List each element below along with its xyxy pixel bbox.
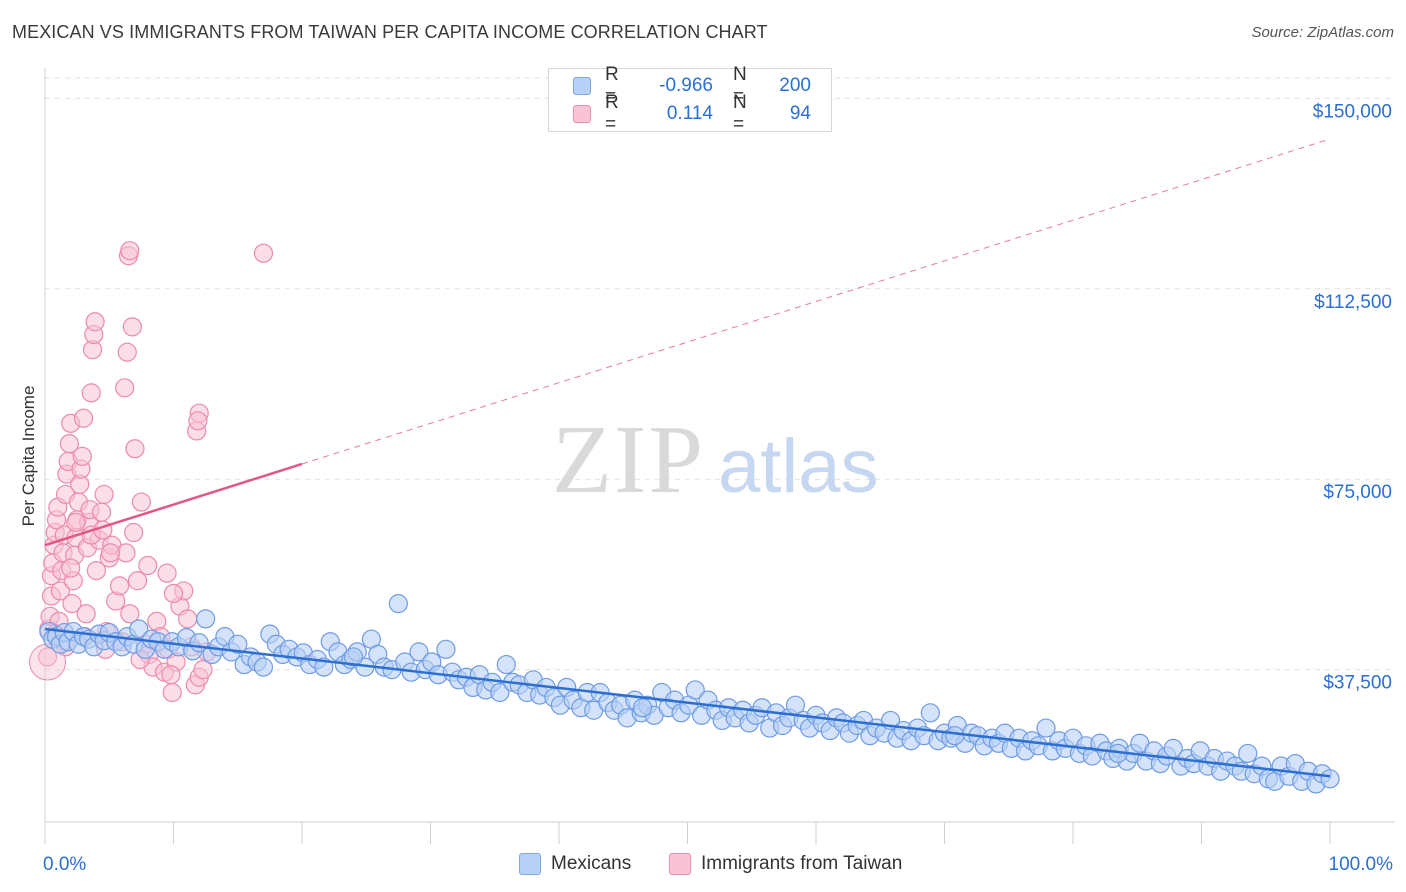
- data-point-mexicans: [436, 639, 456, 659]
- data-point-taiwan: [127, 571, 148, 591]
- data-point-mexicans: [920, 703, 940, 723]
- legend-r-value: -0.966: [659, 75, 713, 96]
- data-point-taiwan: [117, 342, 137, 362]
- trend-lines: [301, 138, 1331, 465]
- data-point-taiwan: [125, 439, 145, 459]
- data-point-taiwan: [253, 243, 274, 263]
- legend-n-value: 200: [779, 75, 811, 96]
- y-tick-label: $75,000: [1323, 482, 1392, 503]
- data-point-mexicans: [196, 609, 216, 629]
- bottom-legend-swatch-blue: [519, 853, 541, 875]
- data-point-mexicans: [1320, 769, 1340, 789]
- data-point-taiwan: [37, 647, 58, 667]
- data-point-taiwan: [91, 502, 112, 522]
- source-label: Source: ZipAtlas.com: [1251, 24, 1394, 41]
- legend-swatch-pink: [573, 105, 591, 123]
- data-point-taiwan: [100, 543, 121, 563]
- y-tick-label: $37,500: [1323, 673, 1392, 694]
- data-point-mexicans: [343, 647, 363, 667]
- legend-n-value: 94: [789, 103, 811, 124]
- data-point-mexicans: [253, 657, 274, 677]
- data-point-taiwan: [66, 512, 86, 532]
- data-point-taiwan: [94, 484, 114, 505]
- series-mexicans-points: [39, 594, 1340, 794]
- data-point-taiwan: [76, 604, 96, 624]
- legend-row-taiwan: R = 0.114 N = 94: [573, 92, 811, 135]
- watermark: ZIP atlas: [552, 406, 879, 514]
- data-point-taiwan: [163, 583, 184, 604]
- data-point-mexicans: [490, 682, 510, 703]
- data-point-taiwan: [138, 555, 158, 576]
- legend-n-label: N =: [733, 92, 747, 135]
- gridlines: [45, 77, 1395, 671]
- data-point-taiwan: [85, 312, 105, 332]
- data-point-taiwan: [120, 604, 140, 624]
- data-point-taiwan: [131, 492, 151, 512]
- watermark-zip: ZIP: [552, 406, 705, 514]
- trend-lines-overlay: [44, 462, 1331, 778]
- bottom-legend-taiwan[interactable]: Immigrants from Taiwan: [669, 852, 902, 876]
- trend-line-mexicans: [44, 627, 1331, 778]
- data-point-taiwan: [86, 561, 107, 581]
- legend-r-label: R =: [605, 64, 619, 107]
- x-tick-labels: 0.0% 100.0%: [43, 854, 1393, 875]
- data-point-taiwan: [161, 665, 181, 685]
- y-tick-label: $150,000: [1313, 101, 1392, 122]
- y-axis-label: Per Capita Income: [19, 386, 38, 527]
- data-point-taiwan: [122, 317, 142, 337]
- bottom-legend-label-mexicans: Mexicans: [551, 853, 632, 874]
- data-point-taiwan: [178, 609, 198, 629]
- data-point-mexicans: [1238, 743, 1258, 764]
- legend-r-label: R =: [605, 92, 619, 135]
- legend-r-value: 0.114: [666, 103, 713, 124]
- legend-row-mexicans: R = -0.966 N = 200: [573, 64, 811, 107]
- y-tick-label: $112,500: [1314, 292, 1392, 313]
- data-point-mexicans: [496, 654, 516, 675]
- trend-line-taiwan-extension: [301, 138, 1331, 465]
- data-point-taiwan: [50, 581, 71, 601]
- bottom-legend-mexicans[interactable]: Mexicans: [519, 852, 631, 876]
- bottom-legend-swatch-pink: [669, 853, 691, 875]
- data-point-mexicans: [1036, 718, 1056, 738]
- data-point-taiwan: [81, 383, 101, 403]
- data-point-taiwan: [72, 446, 92, 466]
- data-point-mexicans: [945, 726, 965, 746]
- data-point-taiwan: [120, 241, 140, 261]
- data-point-taiwan: [188, 411, 208, 431]
- data-point-taiwan: [59, 434, 80, 454]
- y-tick-labels: $37,500 $75,000 $112,500 $150,000: [1313, 101, 1392, 693]
- data-point-taiwan: [157, 563, 177, 583]
- data-point-taiwan: [62, 594, 82, 614]
- watermark-atlas: atlas: [718, 424, 879, 509]
- data-point-taiwan: [124, 522, 144, 543]
- data-point-mexicans: [685, 680, 705, 700]
- correlation-legend: R = -0.966 N = 200 R = 0.114 N = 94: [548, 64, 832, 135]
- data-point-mexicans: [129, 619, 149, 639]
- bottom-legend-label-taiwan: Immigrants from Taiwan: [701, 853, 903, 874]
- data-point-mexicans: [409, 642, 429, 662]
- data-point-taiwan: [61, 558, 81, 578]
- data-point-mexicans: [228, 634, 248, 654]
- data-point-taiwan: [109, 576, 130, 596]
- x-tick-label: 100.0%: [1329, 854, 1394, 875]
- legend-swatch-blue: [573, 77, 591, 95]
- data-point-mexicans: [388, 594, 408, 614]
- chart-title: MEXICAN VS IMMIGRANTS FROM TAIWAN PER CA…: [12, 22, 768, 42]
- data-point-taiwan: [115, 378, 135, 398]
- data-point-mexicans: [632, 698, 653, 718]
- legend-n-label: N =: [733, 64, 747, 107]
- axes: [44, 68, 1395, 844]
- data-point-taiwan: [73, 408, 94, 428]
- x-tick-label: 0.0%: [43, 854, 86, 875]
- data-point-taiwan: [162, 682, 182, 703]
- trend-line-taiwan: [44, 462, 303, 547]
